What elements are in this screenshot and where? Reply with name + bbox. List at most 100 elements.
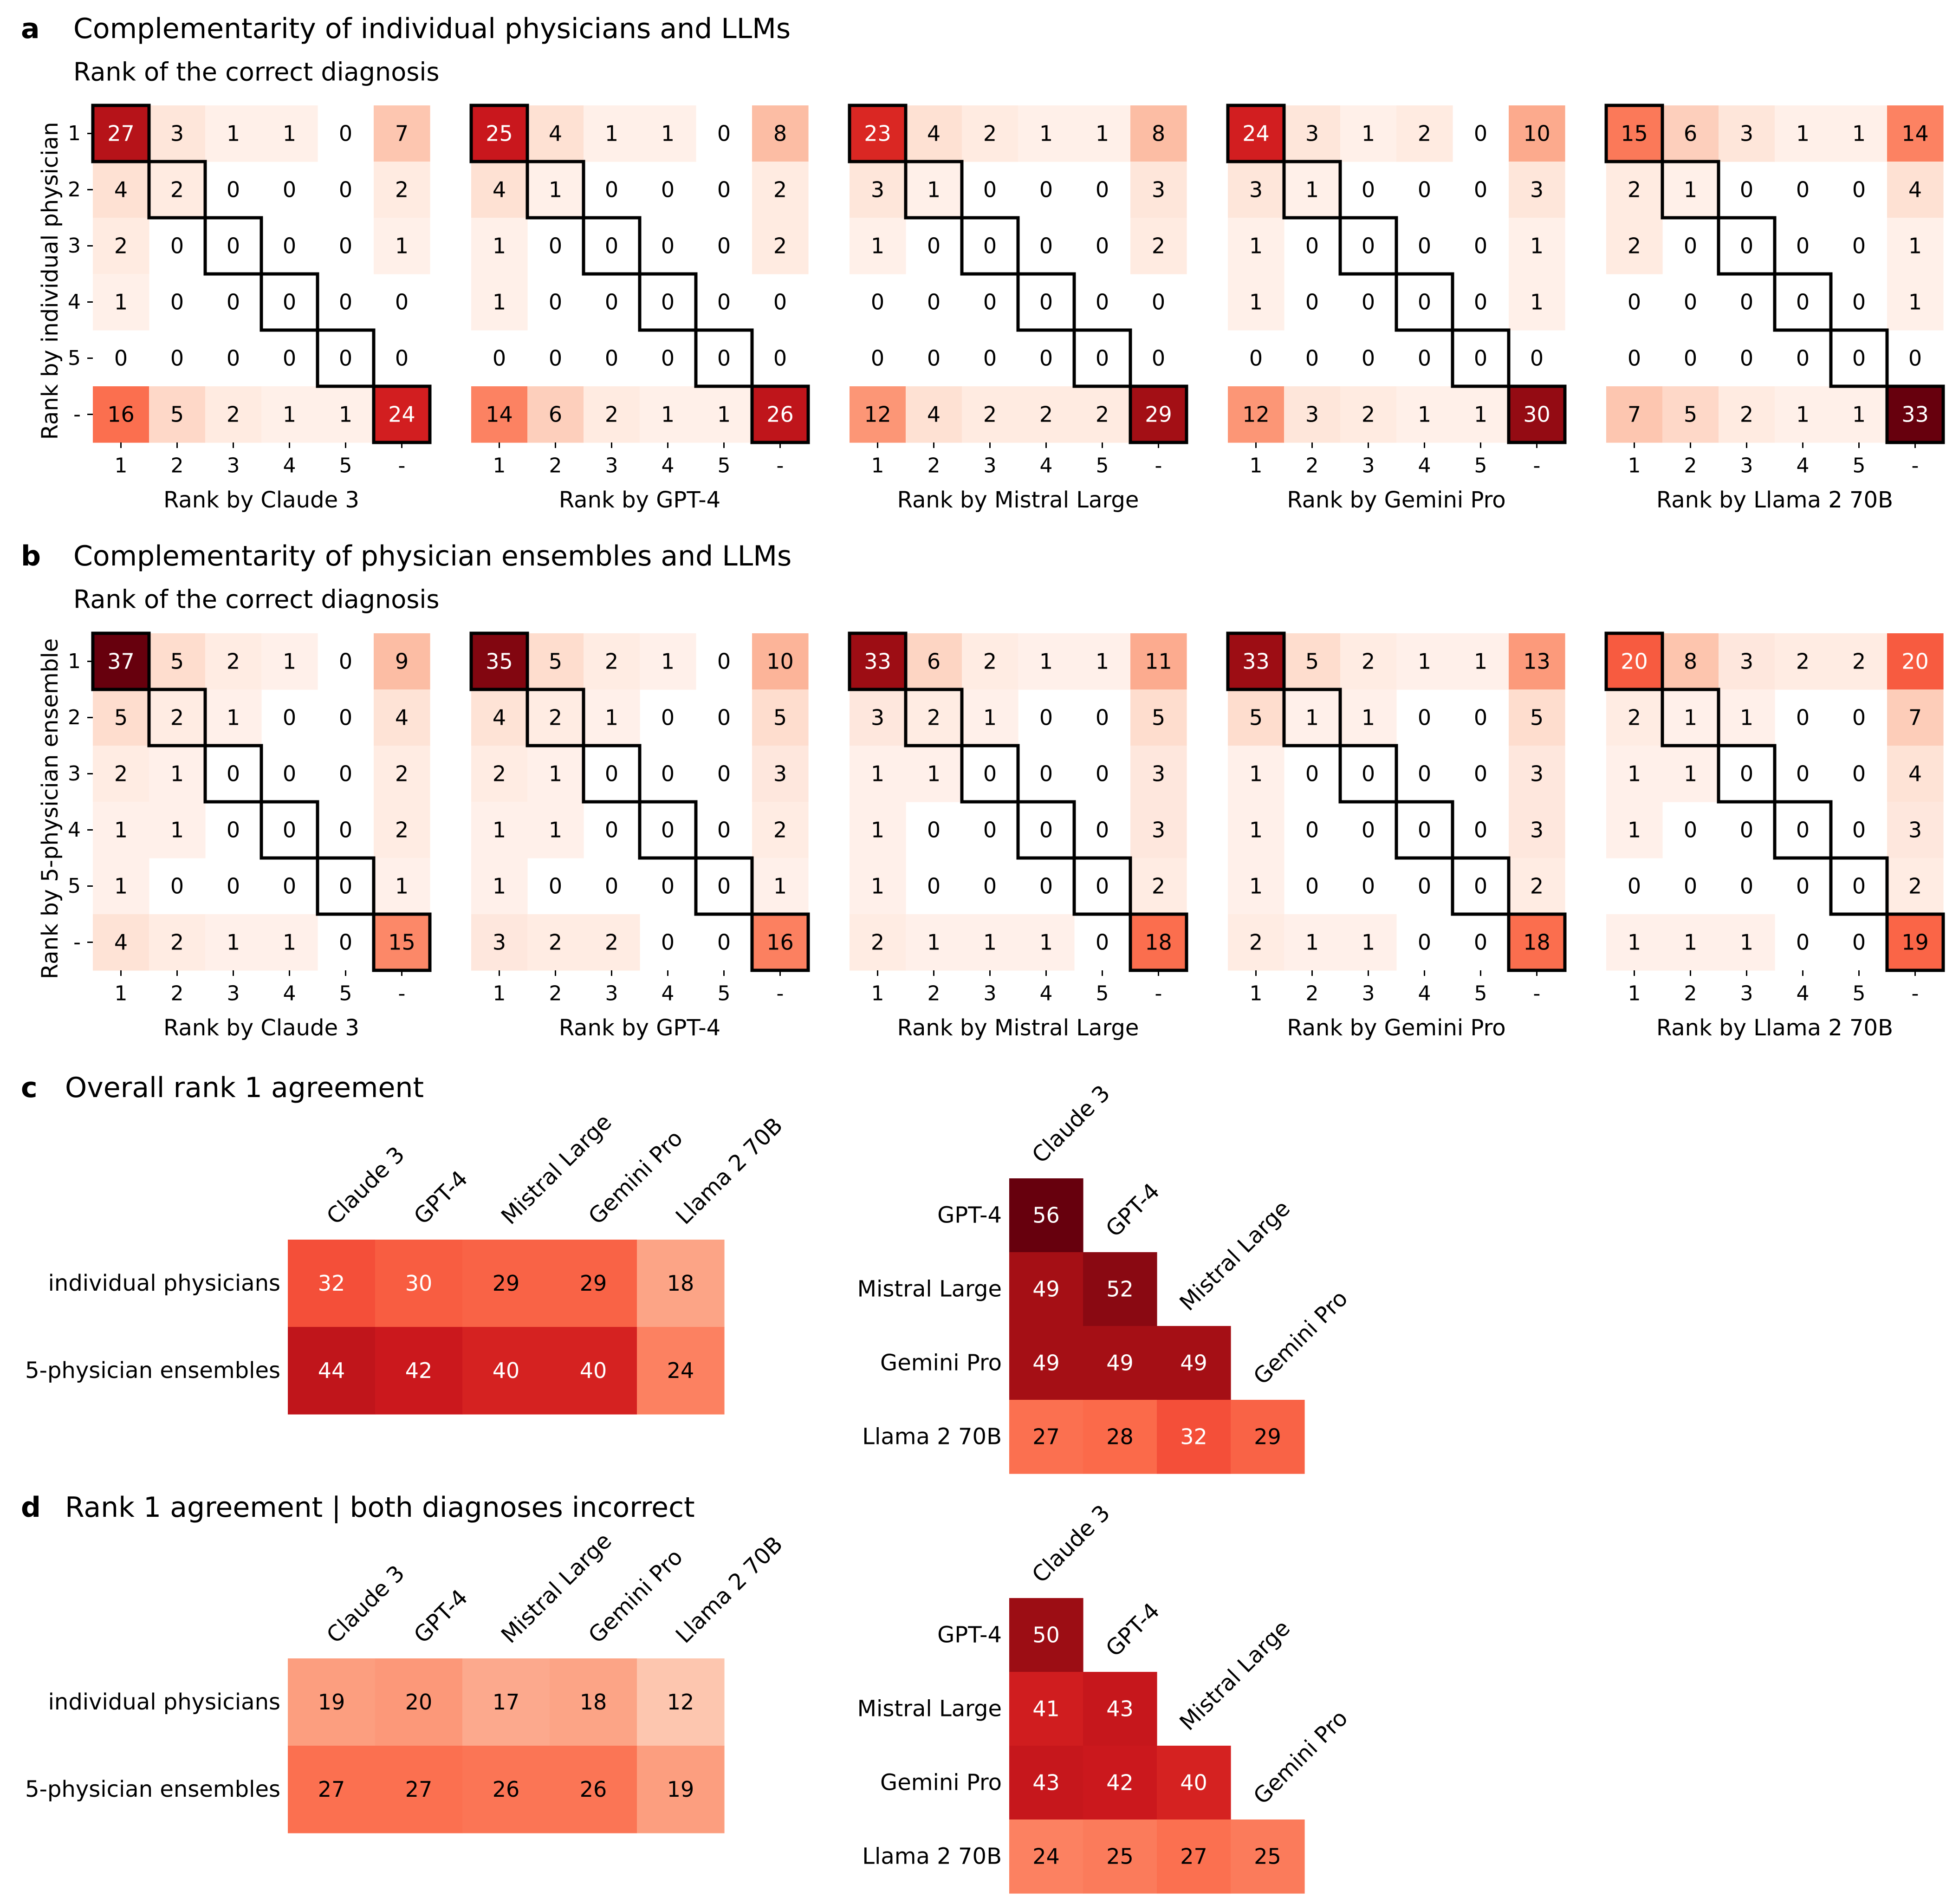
cell-value: 42 bbox=[405, 1358, 433, 1383]
heatmap-cell bbox=[93, 633, 149, 690]
column-label: Gemini Pro bbox=[1248, 1286, 1353, 1390]
panel-subtitle: Rank of the correct diagnosis bbox=[73, 585, 440, 614]
heatmap-cell bbox=[261, 633, 318, 690]
cell-value: 0 bbox=[717, 290, 731, 315]
cell-value: 1 bbox=[493, 290, 506, 315]
cell-value: 1 bbox=[395, 234, 409, 259]
cell-value: 1 bbox=[1908, 290, 1922, 315]
heatmap-cell bbox=[1228, 746, 1284, 802]
cell-value: 12 bbox=[667, 1690, 694, 1715]
cell-value: 2 bbox=[493, 761, 506, 786]
cell-value: 3 bbox=[1305, 121, 1319, 146]
matrix-1: 37 5 2 1 0 95 2 1 0 0 42 1 0 0 0 21 1 0 0 0 21 0 0 0 0 14 2 1 1 0 151 2… bbox=[68, 631, 432, 1041]
cell-value: 1 bbox=[1249, 234, 1263, 259]
heatmap-cell bbox=[1074, 633, 1131, 690]
cell-value: 33 bbox=[1242, 649, 1270, 674]
heatmap-cell bbox=[637, 1658, 725, 1746]
cell-value: 1 bbox=[1908, 234, 1922, 259]
cell-value: 1 bbox=[1039, 930, 1053, 955]
cell-value: 5 bbox=[1684, 402, 1697, 427]
heatmap-cell bbox=[962, 689, 1018, 746]
cell-value: 3 bbox=[1530, 818, 1544, 843]
x-tick-label: 4 bbox=[1797, 982, 1810, 1006]
heatmap-cell bbox=[462, 1240, 550, 1327]
cell-value: 1 bbox=[1249, 874, 1263, 899]
cell-value: 0 bbox=[339, 874, 352, 899]
cell-value: 2 bbox=[871, 930, 884, 955]
heatmap-cell bbox=[471, 633, 528, 690]
cell-value: 5 bbox=[1152, 705, 1165, 730]
cell-value: 0 bbox=[1796, 177, 1810, 202]
cell-value: 0 bbox=[1039, 705, 1053, 730]
x-axis-label: Rank by Gemini Pro bbox=[1287, 487, 1505, 513]
heatmap-cell bbox=[752, 162, 809, 218]
row-label: individual physicians bbox=[48, 1270, 280, 1296]
cell-value: 42 bbox=[1106, 1770, 1134, 1795]
heatmap-cell bbox=[1606, 914, 1663, 971]
x-tick-label: 4 bbox=[1418, 454, 1431, 478]
cell-value: 2 bbox=[170, 705, 184, 730]
heatmap-cell bbox=[375, 1658, 463, 1746]
heatmap-cell bbox=[640, 633, 696, 690]
heatmap-cell bbox=[93, 802, 149, 858]
cell-value: 0 bbox=[283, 346, 296, 371]
heatmap-cell bbox=[1662, 746, 1719, 802]
cell-value: 24 bbox=[1242, 121, 1270, 146]
heatmap-cell bbox=[93, 274, 149, 331]
heatmap-cell bbox=[584, 105, 640, 162]
heatmap-cell bbox=[288, 1327, 376, 1415]
panel-subtitle: Rank of the correct diagnosis bbox=[73, 58, 440, 87]
heatmap-cell bbox=[962, 914, 1018, 971]
cell-value: 30 bbox=[1523, 402, 1550, 427]
cell-value: 8 bbox=[1684, 649, 1697, 674]
cell-value: 1 bbox=[871, 874, 884, 899]
cell-value: 2 bbox=[605, 930, 618, 955]
x-tick-label: 4 bbox=[283, 454, 296, 478]
cell-value: 52 bbox=[1106, 1277, 1134, 1302]
cell-value: 18 bbox=[667, 1271, 694, 1296]
cell-value: 33 bbox=[1901, 402, 1929, 427]
heatmap-cell bbox=[1228, 105, 1284, 162]
cell-value: 2 bbox=[605, 402, 618, 427]
column-label: Claude 3 bbox=[1027, 1500, 1115, 1588]
cell-value: 0 bbox=[983, 818, 997, 843]
heatmap-cell bbox=[1775, 633, 1831, 690]
cell-value: 5 bbox=[1249, 705, 1263, 730]
heatmap-cell bbox=[1775, 105, 1831, 162]
cell-value: 0 bbox=[661, 705, 675, 730]
cell-value: 37 bbox=[107, 649, 135, 674]
row-label: 5-physician ensembles bbox=[25, 1776, 280, 1802]
heatmap-cell bbox=[1606, 689, 1663, 746]
heatmap-cell bbox=[149, 633, 206, 690]
cell-value: 0 bbox=[1305, 761, 1319, 786]
cell-value: 0 bbox=[871, 290, 884, 315]
heatmap-cell bbox=[375, 1327, 463, 1415]
heatmap-cell bbox=[1228, 162, 1284, 218]
cell-value: 0 bbox=[1096, 761, 1109, 786]
heatmap-cell bbox=[550, 1658, 637, 1746]
column-label: Mistral Large bbox=[1174, 1615, 1295, 1736]
cell-value: 0 bbox=[1096, 705, 1109, 730]
heatmap-cell bbox=[462, 1658, 550, 1746]
column-label: Gemini Pro bbox=[1248, 1705, 1353, 1810]
heatmap-cell bbox=[205, 105, 262, 162]
cell-value: 1 bbox=[1796, 402, 1810, 427]
cell-value: 1 bbox=[283, 649, 296, 674]
cell-value: 29 bbox=[1145, 402, 1172, 427]
cell-value: 20 bbox=[1901, 649, 1929, 674]
x-axis-label: Rank by Gemini Pro bbox=[1287, 1015, 1505, 1041]
cell-value: 0 bbox=[927, 234, 941, 259]
heatmap-cell bbox=[375, 1240, 463, 1327]
heatmap-cell bbox=[550, 1327, 637, 1415]
cell-value: 1 bbox=[1684, 705, 1697, 730]
panel-title: Overall rank 1 agreement bbox=[65, 1072, 424, 1104]
cell-value: 1 bbox=[1852, 402, 1866, 427]
cell-value: 1 bbox=[1628, 761, 1641, 786]
cell-value: 23 bbox=[864, 121, 891, 146]
heatmap-cell bbox=[1887, 858, 1944, 915]
cell-value: 1 bbox=[395, 874, 409, 899]
heatmap-cell bbox=[752, 802, 809, 858]
diagonal-outline bbox=[1226, 104, 1567, 444]
cell-value: 1 bbox=[605, 121, 618, 146]
y-tick-label: 3 bbox=[68, 234, 81, 258]
